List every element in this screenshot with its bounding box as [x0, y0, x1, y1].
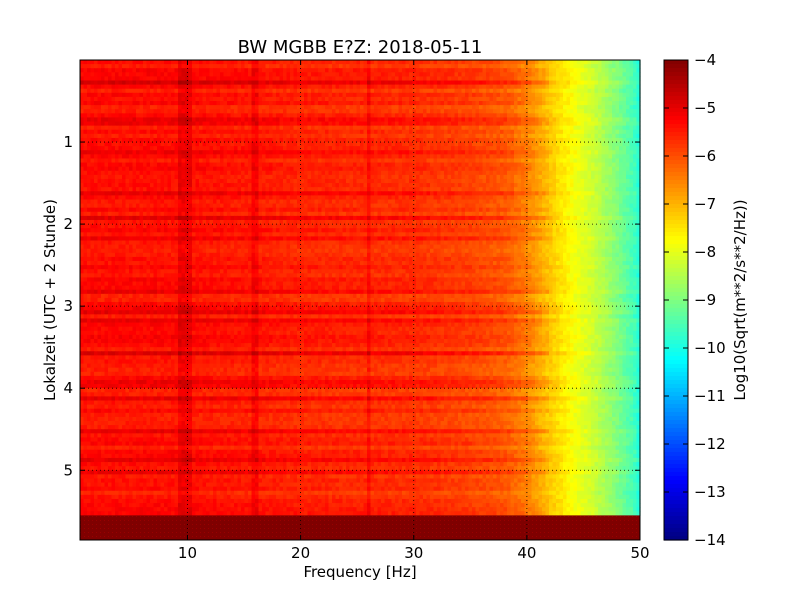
- spectrogram-heatmap: [80, 60, 641, 540]
- colorbar-tick-label: −13: [694, 483, 726, 501]
- colorbar-tick-label: −4: [694, 51, 716, 69]
- colorbar-label: Log10(Sqrt(m**2/s**2/Hz)): [731, 199, 749, 400]
- y-axis-label: Lokalzeit (UTC + 2 Stunde): [41, 199, 59, 401]
- colorbar-tick-label: −14: [694, 531, 726, 549]
- y-tick-label: 1: [63, 133, 73, 151]
- plot-frame: [79, 59, 641, 541]
- x-tick-label: 20: [291, 544, 310, 562]
- y-tick-label: 4: [63, 379, 73, 397]
- colorbar: −4 −5 −6 −7 −8 −9 −10 −11 −12 −13 −14: [663, 51, 726, 549]
- colorbar-tick-label: −11: [694, 387, 726, 405]
- y-tick-label: 3: [63, 297, 73, 315]
- x-tick-label: 50: [630, 544, 649, 562]
- colorbar-tick-label: −7: [694, 195, 716, 213]
- x-tick-label: 40: [517, 544, 536, 562]
- x-tick-label: 30: [404, 544, 423, 562]
- colorbar-tick-label: −9: [694, 291, 716, 309]
- x-axis-label: Frequency [Hz]: [303, 563, 416, 581]
- x-axis-ticks: 10 20 30 40 50: [178, 60, 650, 562]
- x-tick-label: 10: [178, 544, 197, 562]
- grid-lines: [80, 60, 640, 540]
- y-axis-ticks: 1 2 3 4 5: [63, 133, 640, 479]
- colorbar-tick-label: −10: [694, 339, 726, 357]
- chart-title: BW MGBB E?Z: 2018-05-11: [238, 37, 483, 58]
- colorbar-tick-label: −6: [694, 147, 716, 165]
- colorbar-tick-label: −8: [694, 243, 716, 261]
- colorbar-tick-label: −5: [694, 99, 716, 117]
- y-tick-label: 5: [63, 461, 73, 479]
- colorbar-tick-label: −12: [694, 435, 726, 453]
- y-tick-label: 2: [63, 215, 73, 233]
